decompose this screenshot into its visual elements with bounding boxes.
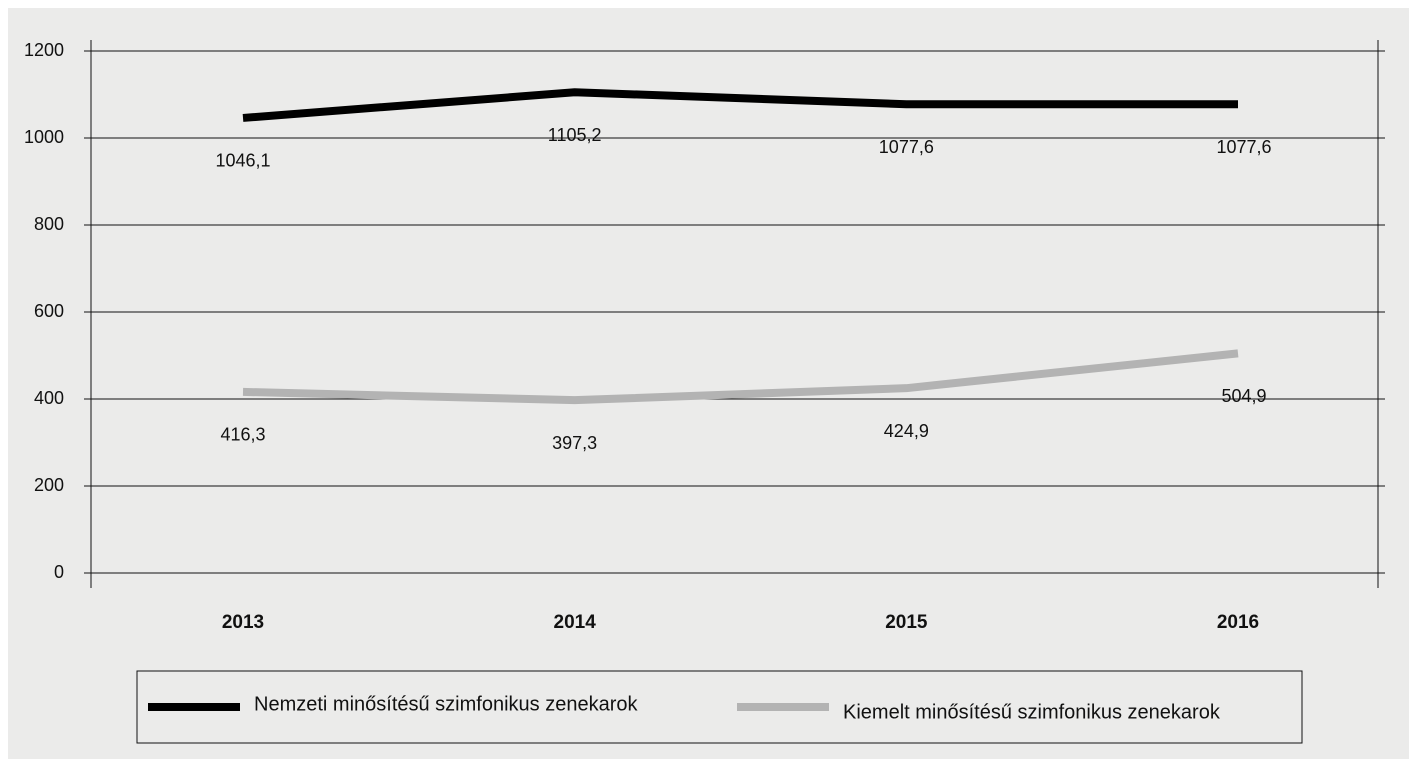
series-line bbox=[242, 88, 1238, 122]
data-label: 504,9 bbox=[1221, 386, 1266, 406]
data-label: 1077,6 bbox=[879, 137, 934, 157]
data-label: 1077,6 bbox=[1216, 137, 1271, 157]
data-label: 416,3 bbox=[220, 425, 265, 445]
series-line bbox=[242, 349, 1239, 405]
data-label: 424,9 bbox=[884, 421, 929, 441]
x-tick-label: 2016 bbox=[1217, 612, 1259, 633]
data-label: 1105,2 bbox=[548, 125, 602, 145]
legend-box bbox=[136, 670, 1303, 744]
legend-label: Nemzeti minősítésű szimfonikus zenekarok bbox=[254, 693, 638, 715]
y-tick-label: 400 bbox=[34, 388, 64, 408]
y-tick-label: 200 bbox=[34, 475, 64, 495]
x-tick-label: 2013 bbox=[222, 612, 264, 633]
background bbox=[8, 8, 1409, 759]
y-tick-label: 600 bbox=[34, 301, 64, 321]
data-label: 397,3 bbox=[552, 433, 597, 453]
y-tick-label: 800 bbox=[34, 214, 64, 234]
y-tick-label: 0 bbox=[54, 562, 64, 582]
x-tick-label: 2015 bbox=[885, 612, 928, 633]
y-tick-label: 1000 bbox=[24, 127, 64, 147]
data-label: 1046,1 bbox=[215, 151, 270, 171]
y-tick-label: 1200 bbox=[24, 40, 64, 60]
x-tick-label: 2014 bbox=[554, 612, 597, 633]
legend-label: Kiemelt minősítésű szimfonikus zenekarok bbox=[843, 701, 1221, 723]
